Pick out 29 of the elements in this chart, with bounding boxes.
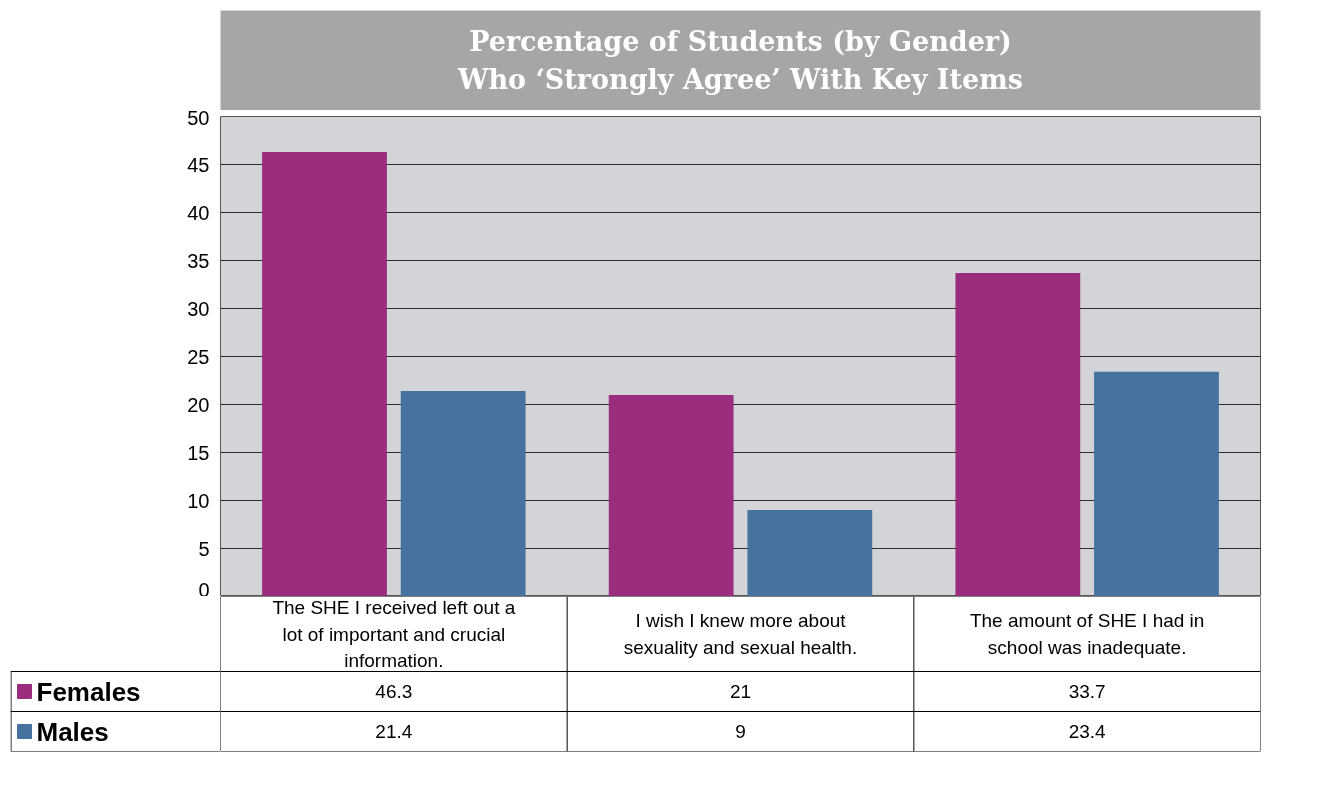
y-tick-label: 30 xyxy=(187,297,210,320)
x-tick-label: The SHE I received left out a lot of important and crucial information. xyxy=(272,597,516,671)
legend-label: Females xyxy=(36,676,141,707)
y-tick-label: 5 xyxy=(198,537,210,560)
y-tick-label: 10 xyxy=(187,489,210,512)
y-tick-label: 0 xyxy=(198,578,210,601)
chart-title: Percentage of Students (by Gender) Who ‘Strongly Agree’ With Key Items xyxy=(457,26,1023,95)
data-label: 33.7 xyxy=(1068,681,1106,702)
bar xyxy=(955,272,1081,596)
y-tick-label: 50 xyxy=(187,106,210,129)
y-tick-label: 35 xyxy=(187,249,210,272)
data-label: 23.4 xyxy=(1068,721,1107,742)
y-tick-label: 15 xyxy=(187,441,210,464)
bar xyxy=(1094,371,1219,596)
data-label: 21.4 xyxy=(375,721,413,742)
bar xyxy=(747,510,873,596)
legend-label: Males xyxy=(36,716,109,747)
bar xyxy=(400,391,526,596)
x-tick-label: The amount of SHE I had in school was inadequate. xyxy=(969,610,1205,658)
data-label: 46.3 xyxy=(375,681,413,702)
data-label: 9 xyxy=(735,721,746,742)
x-tick-label: I wish I knew more about sexuality and sexual health. xyxy=(623,610,858,658)
y-tick-label: 40 xyxy=(187,201,210,224)
data-label: 21 xyxy=(729,681,752,702)
y-tick-label: 20 xyxy=(187,393,210,416)
y-tick-label: 45 xyxy=(187,153,210,176)
bar xyxy=(262,152,387,596)
bar xyxy=(608,394,734,596)
y-tick-label: 25 xyxy=(187,345,210,368)
